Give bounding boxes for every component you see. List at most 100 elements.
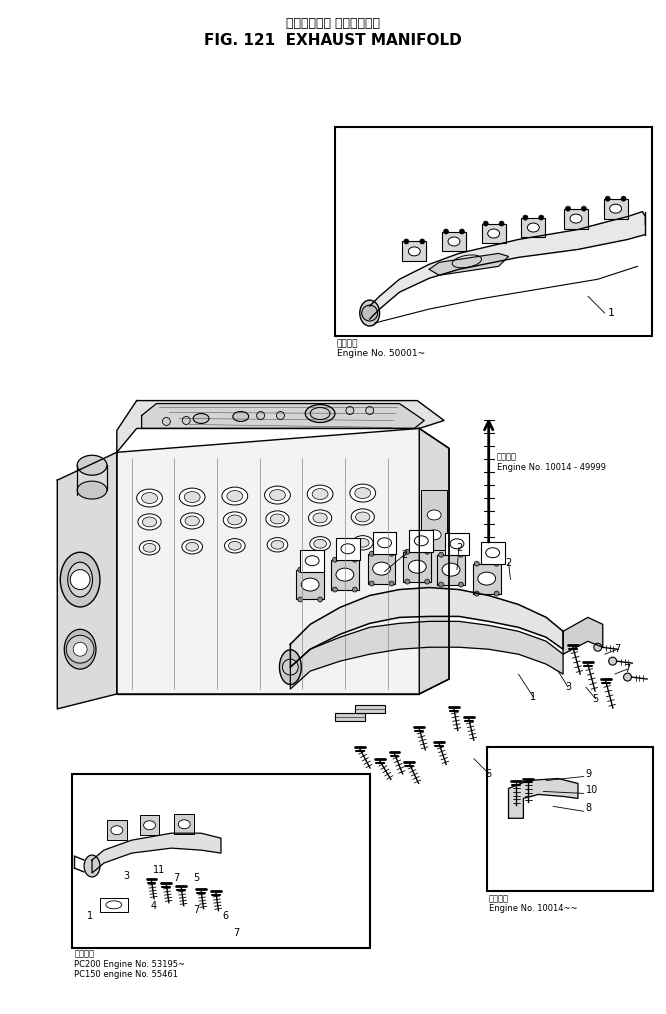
Ellipse shape <box>307 485 333 503</box>
Bar <box>107 820 127 841</box>
Text: 6: 6 <box>223 911 229 921</box>
Text: 適用番号
Engine No. 10014~~: 適用番号 Engine No. 10014~~ <box>489 894 577 914</box>
Circle shape <box>318 567 322 572</box>
Text: 4: 4 <box>151 900 157 911</box>
Circle shape <box>539 215 543 220</box>
Ellipse shape <box>271 540 284 550</box>
Ellipse shape <box>223 512 246 528</box>
Ellipse shape <box>264 486 290 504</box>
Circle shape <box>389 581 394 586</box>
Circle shape <box>439 553 444 558</box>
Bar <box>487 746 653 891</box>
Circle shape <box>332 558 338 562</box>
Circle shape <box>70 570 90 589</box>
Ellipse shape <box>182 539 202 554</box>
Circle shape <box>256 412 264 420</box>
Circle shape <box>499 221 504 226</box>
Ellipse shape <box>233 412 248 422</box>
Bar <box>481 541 505 564</box>
Circle shape <box>494 591 499 596</box>
Text: 2: 2 <box>505 558 511 568</box>
Ellipse shape <box>138 514 161 530</box>
Bar <box>437 555 465 585</box>
Polygon shape <box>509 779 578 818</box>
Text: 1: 1 <box>530 692 536 702</box>
Ellipse shape <box>180 513 204 529</box>
Text: 9: 9 <box>586 769 592 779</box>
Text: 7: 7 <box>232 928 239 938</box>
Text: 7: 7 <box>615 644 621 654</box>
Circle shape <box>523 215 528 220</box>
Ellipse shape <box>84 855 100 877</box>
Circle shape <box>366 407 374 415</box>
Ellipse shape <box>350 484 376 502</box>
Ellipse shape <box>351 509 374 525</box>
Text: 1: 1 <box>607 308 615 318</box>
Text: 1: 1 <box>87 911 93 921</box>
Bar <box>603 199 627 219</box>
Circle shape <box>346 407 354 415</box>
Ellipse shape <box>313 513 327 523</box>
Text: 2: 2 <box>402 550 408 560</box>
Bar <box>100 897 128 912</box>
Text: 7: 7 <box>173 873 179 883</box>
Bar <box>355 705 384 713</box>
Circle shape <box>425 550 430 555</box>
Circle shape <box>389 552 394 557</box>
Ellipse shape <box>427 530 441 539</box>
Ellipse shape <box>442 563 460 576</box>
Polygon shape <box>370 212 645 319</box>
Ellipse shape <box>178 819 190 828</box>
Circle shape <box>605 197 610 201</box>
Bar <box>564 209 588 228</box>
Ellipse shape <box>310 536 330 551</box>
Circle shape <box>404 239 409 244</box>
Circle shape <box>369 581 374 586</box>
Circle shape <box>609 657 617 665</box>
Ellipse shape <box>139 540 160 555</box>
Ellipse shape <box>301 578 319 591</box>
Ellipse shape <box>355 488 371 499</box>
Ellipse shape <box>267 537 288 552</box>
Circle shape <box>276 412 284 420</box>
Circle shape <box>621 197 626 201</box>
Ellipse shape <box>227 491 243 502</box>
Circle shape <box>332 587 338 592</box>
Bar <box>473 564 501 593</box>
Polygon shape <box>92 834 221 873</box>
Ellipse shape <box>570 214 582 223</box>
Bar <box>410 530 433 552</box>
Circle shape <box>73 642 87 656</box>
Polygon shape <box>142 404 424 429</box>
Polygon shape <box>563 618 603 654</box>
Bar <box>521 218 545 237</box>
Text: 5: 5 <box>193 873 199 883</box>
Ellipse shape <box>527 223 539 232</box>
Bar <box>335 713 365 721</box>
Bar <box>445 533 469 555</box>
Ellipse shape <box>427 510 441 520</box>
Text: 3: 3 <box>124 871 130 881</box>
Bar <box>335 127 652 336</box>
Ellipse shape <box>305 405 335 423</box>
Polygon shape <box>57 452 117 709</box>
Bar <box>404 552 431 582</box>
Ellipse shape <box>488 229 500 238</box>
Bar <box>442 231 466 251</box>
Ellipse shape <box>185 516 199 526</box>
Ellipse shape <box>356 512 370 522</box>
Bar <box>300 550 324 572</box>
Text: 7: 7 <box>625 664 631 674</box>
Circle shape <box>565 206 571 211</box>
Ellipse shape <box>310 408 330 420</box>
Polygon shape <box>290 587 563 667</box>
Bar <box>140 815 159 836</box>
Ellipse shape <box>224 538 245 553</box>
Text: 適用番号
PC200 Engine No. 53195~
PC150 engine No. 55461: 適用番号 PC200 Engine No. 53195~ PC150 engin… <box>74 949 185 980</box>
Text: 11: 11 <box>153 865 166 875</box>
Circle shape <box>298 567 303 572</box>
Bar <box>72 774 370 947</box>
Circle shape <box>623 673 631 681</box>
Ellipse shape <box>137 489 163 507</box>
Bar <box>422 490 447 550</box>
